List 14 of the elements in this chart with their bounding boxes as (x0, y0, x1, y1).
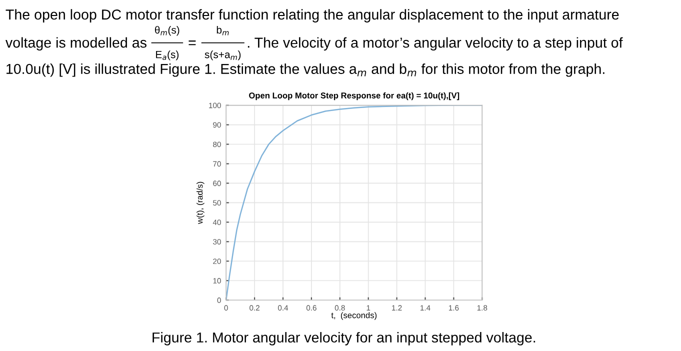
text: . The velocity of a motor’s angular velocity to a step input of (248, 37, 623, 51)
text: E$_{a}$(s) (156, 50, 179, 60)
line-series (226, 105, 482, 300)
text: 10.0u(t) [V] is illustrated Figure 1. Estimate the values a$_{m}$ and b$_{m}$ for this motor from the graph. (6, 63, 604, 77)
text: The open loop DC motor transfer function relating the angular displacement to the input armature (6, 9, 619, 22)
x-axis-title: t, (seconds) (331, 312, 377, 320)
y-axis-title: w(t), (rad/s) (196, 182, 204, 224)
text: b$_{m}$ (216, 26, 229, 36)
text: = (188, 40, 196, 46)
chart-title: Open Loop Motor Step Response for ea(t) = 10u(t),[V] (249, 92, 460, 100)
caption: Figure 1. Motor angular velocity for an input stepped voltage. (152, 332, 536, 346)
text: θ$_{m}$(s) (154, 26, 180, 36)
text: voltage is modelled as (5, 37, 146, 51)
text: s(s+a$_{m}$) (204, 50, 241, 60)
